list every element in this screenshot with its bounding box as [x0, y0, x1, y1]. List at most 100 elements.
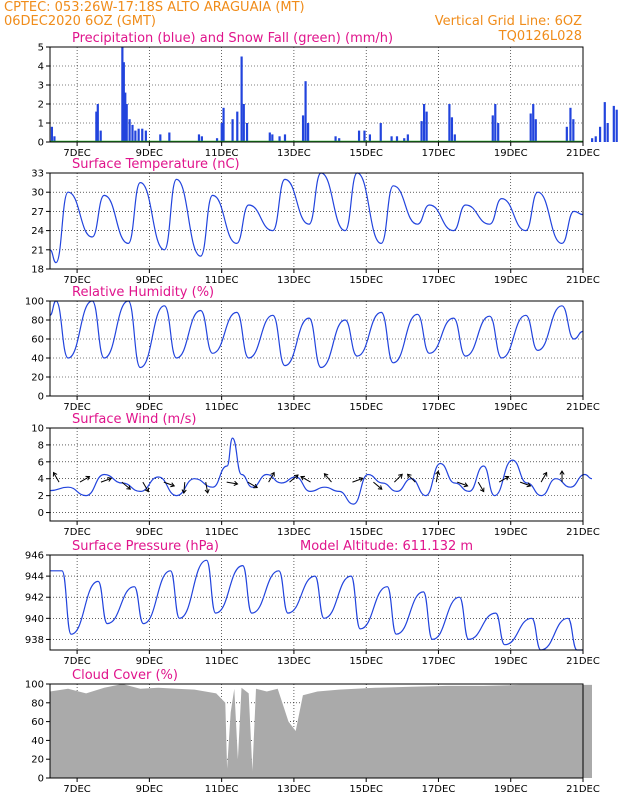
precip-xtick-label: 9DEC [136, 148, 163, 159]
precip-bar [137, 128, 140, 142]
wind-arrow [247, 481, 258, 489]
pressure-xtick-label: 19DEC [494, 656, 528, 667]
pressure-title: Surface Pressure (hPa) [72, 539, 219, 554]
precip-bar [278, 136, 281, 142]
cloud-ytick-label: 60 [31, 717, 44, 728]
cloud-xtick-label: 15DEC [349, 784, 383, 795]
precip-bar [200, 136, 203, 142]
wind-xtick-label: 15DEC [349, 527, 383, 538]
precip-bar [53, 136, 56, 142]
cloud-ytick-label: 100 [25, 680, 44, 691]
wind-ytick-label: 4 [38, 474, 44, 485]
wind-arrow [300, 476, 311, 483]
humidity-xtick-label: 21DEC [566, 402, 600, 413]
wind-arrow [435, 471, 439, 483]
cloud-ytick-label: 0 [38, 774, 44, 785]
pressure-frame [49, 554, 584, 651]
wind-arrow-head [435, 470, 441, 476]
precip-ytick-label: 3 [38, 81, 44, 92]
precip-bar [448, 104, 451, 142]
precip-bar [220, 123, 223, 142]
humidity-xtick-label: 9DEC [136, 402, 163, 413]
wind-xtick-label: 11DEC [205, 527, 239, 538]
precip-bar [197, 134, 201, 142]
precip-xtick-label: 15DEC [349, 148, 383, 159]
wind-ytick-label: 10 [31, 424, 44, 435]
cloud-area [50, 684, 592, 778]
wind-title: Surface Wind (m/s) [72, 412, 196, 427]
wind-arrow-head [358, 477, 364, 482]
precip-bar [245, 123, 249, 142]
precip-bar [450, 117, 454, 142]
precip-bar [594, 136, 597, 142]
precip-bar [141, 128, 144, 142]
wind-arrow-head [398, 473, 403, 479]
precip-bar [453, 134, 456, 142]
temperature-xtick-label: 11DEC [205, 275, 239, 286]
cloud-title: Cloud Cover (%) [72, 668, 178, 683]
wind-arrow-head [144, 487, 149, 493]
cloud-ytick-label: 20 [31, 755, 44, 766]
wind-arrow-head [542, 471, 548, 477]
humidity-xtick-label: 19DEC [494, 402, 528, 413]
pressure-xtick-label: 15DEC [349, 656, 383, 667]
wind-arrow-head [204, 489, 210, 494]
wind-arrow [540, 472, 548, 483]
precip-bar [569, 107, 572, 142]
wind-arrow [53, 472, 60, 483]
temperature-xtick-label: 15DEC [349, 275, 383, 286]
precip-bar [423, 104, 426, 142]
precip-bar [529, 113, 532, 142]
wind-arrow-head [526, 482, 532, 488]
wind-arrow-head [293, 474, 299, 480]
cloud-xtick-label: 19DEC [494, 784, 528, 795]
wind-arrow-head [559, 470, 565, 475]
cloud-ytick-label: 40 [31, 736, 44, 747]
wind-arrow-head [300, 475, 306, 481]
wind-xtick-label: 13DEC [277, 527, 311, 538]
header-model: TQ0126L028 [498, 29, 582, 44]
precip-bar [334, 136, 337, 142]
wind-xtick-label: 19DEC [494, 527, 528, 538]
temperature-xtick-label: 17DEC [422, 275, 456, 286]
precip-bar [357, 130, 361, 142]
precip-xtick-label: 13DEC [277, 148, 311, 159]
wind-arrow-head [107, 477, 113, 482]
cloud-xtick-label: 13DEC [277, 784, 311, 795]
precip-bar [307, 123, 310, 142]
humidity-ytick-label: 0 [38, 392, 44, 403]
wind-arrow-head [270, 471, 275, 477]
precip-bar [565, 126, 568, 142]
humidity-xtick-label: 13DEC [277, 402, 311, 413]
pressure-ytick-label: 944 [25, 572, 44, 583]
wind-arrow [163, 481, 175, 487]
precip-bar [159, 134, 162, 142]
wind-ytick-label: 2 [38, 491, 44, 502]
cloud-xtick-label: 21DEC [566, 784, 600, 795]
wind-xtick-label: 21DEC [566, 527, 600, 538]
precip-bar [271, 134, 274, 142]
pressure-ytick-label: 942 [25, 593, 44, 604]
precip-bar [215, 138, 219, 142]
cloud-frame [49, 683, 584, 779]
wind-arrow-head [181, 489, 187, 495]
precip-bar [598, 126, 602, 142]
humidity-ytick-label: 100 [25, 297, 44, 308]
precip-bar [494, 104, 497, 142]
wind-arrow-head [406, 473, 412, 479]
temperature-xtick-label: 9DEC [136, 275, 163, 286]
wind-arrow-head [253, 483, 259, 489]
pressure-xtick-label: 7DEC [63, 656, 90, 667]
temperature-ytick-label: 21 [31, 245, 44, 256]
wind-arrow-head [52, 471, 58, 477]
wind-arrow-head [170, 482, 176, 488]
temperature-ytick-label: 24 [31, 226, 44, 237]
precip-bar [268, 132, 271, 142]
temperature-xtick-label: 13DEC [277, 275, 311, 286]
temperature-xtick-label: 19DEC [494, 275, 528, 286]
pressure-xtick-label: 13DEC [277, 656, 311, 667]
precip-bar [99, 130, 102, 142]
precip-bar [572, 119, 575, 142]
wind-arrow [457, 481, 468, 487]
wind-arrow [100, 477, 112, 483]
